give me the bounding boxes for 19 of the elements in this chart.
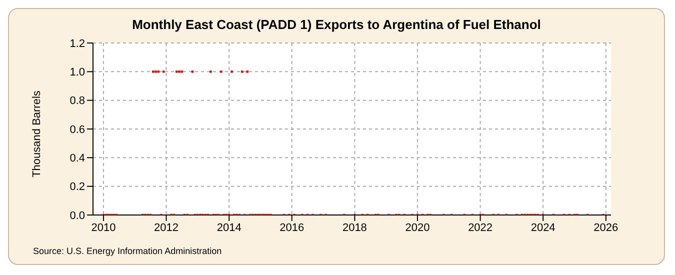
x-tick-label: 2018 bbox=[342, 222, 367, 234]
x-tick-label: 2016 bbox=[280, 222, 304, 234]
y-tick-label: 0.2 bbox=[70, 181, 85, 194]
x-tick-label: 2014 bbox=[216, 222, 242, 234]
y-tick-label: 1.0 bbox=[70, 66, 85, 79]
x-tick-label: 2024 bbox=[530, 222, 556, 234]
y-tick-label: 0.0 bbox=[70, 210, 85, 222]
x-tick-label: 2012 bbox=[154, 222, 178, 234]
x-tick-label: 2020 bbox=[405, 222, 430, 234]
y-tick-label: 1.2 bbox=[70, 38, 85, 50]
chart-title: Monthly East Coast (PADD 1) Exports to Argentina of Fuel Ethanol bbox=[131, 16, 542, 32]
source-note: Source: U.S. Energy Information Administration bbox=[33, 246, 222, 256]
y-axis-title: Thousand Barrels bbox=[31, 90, 43, 178]
x-tick-label: 2010 bbox=[91, 222, 116, 234]
x-tick-label: 2022 bbox=[468, 222, 493, 234]
y-tick-label: 0.4 bbox=[70, 152, 85, 165]
x-tick-label: 2026 bbox=[594, 222, 618, 234]
y-tick-label: 0.6 bbox=[70, 124, 85, 136]
y-tick-label: 0.8 bbox=[70, 95, 85, 108]
